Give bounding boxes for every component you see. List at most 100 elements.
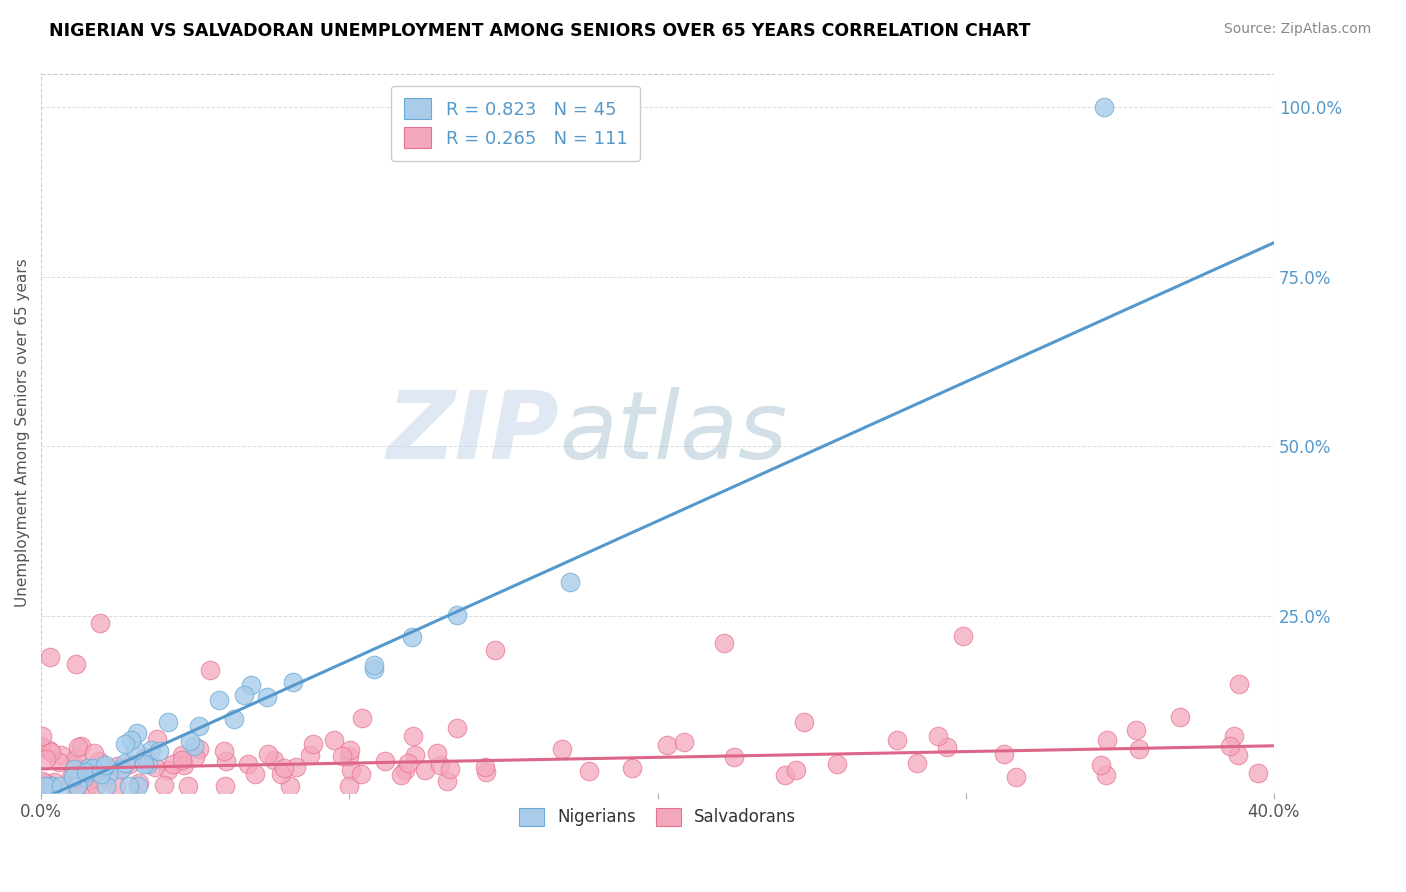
- Point: [114, 756, 136, 770]
- Point: [404, 747, 426, 762]
- Point: [1247, 765, 1270, 780]
- Point: [257, 747, 280, 761]
- Point: [1004, 770, 1026, 784]
- Point: [65, 751, 87, 765]
- Point: [39, 745, 62, 759]
- Point: [827, 756, 849, 771]
- Point: [110, 763, 132, 777]
- Point: [38, 779, 60, 793]
- Point: [41, 779, 63, 793]
- Point: [263, 753, 285, 767]
- Point: [179, 734, 201, 748]
- Point: [402, 729, 425, 743]
- Point: [1223, 729, 1246, 743]
- Point: [156, 763, 179, 777]
- Point: [245, 767, 267, 781]
- Point: [1094, 100, 1116, 114]
- Point: [63, 763, 86, 777]
- Point: [148, 744, 170, 758]
- Point: [551, 741, 574, 756]
- Point: [63, 775, 86, 789]
- Point: [90, 766, 112, 780]
- Point: [1090, 757, 1112, 772]
- Point: [446, 607, 468, 622]
- Point: [283, 675, 305, 690]
- Point: [34, 752, 56, 766]
- Point: [200, 664, 222, 678]
- Point: [66, 767, 89, 781]
- Point: [560, 575, 582, 590]
- Point: [73, 768, 96, 782]
- Point: [1128, 742, 1150, 756]
- Point: [339, 743, 361, 757]
- Point: [426, 746, 449, 760]
- Point: [785, 763, 807, 777]
- Point: [152, 778, 174, 792]
- Point: [339, 749, 361, 764]
- Point: [484, 643, 506, 657]
- Point: [273, 761, 295, 775]
- Point: [208, 692, 231, 706]
- Point: [285, 760, 308, 774]
- Point: [1168, 710, 1191, 724]
- Point: [340, 763, 363, 777]
- Point: [89, 615, 111, 630]
- Point: [82, 761, 104, 775]
- Point: [183, 739, 205, 754]
- Point: [363, 658, 385, 673]
- Point: [127, 779, 149, 793]
- Point: [162, 756, 184, 771]
- Point: [66, 779, 89, 793]
- Point: [673, 735, 696, 749]
- Point: [389, 768, 412, 782]
- Legend: Nigerians, Salvadorans: Nigerians, Salvadorans: [510, 799, 804, 835]
- Point: [413, 763, 436, 777]
- Point: [111, 761, 134, 775]
- Point: [394, 763, 416, 777]
- Point: [905, 756, 928, 770]
- Point: [233, 688, 256, 702]
- Point: [352, 711, 374, 725]
- Point: [38, 743, 60, 757]
- Point: [323, 733, 346, 747]
- Point: [42, 774, 65, 789]
- Point: [146, 731, 169, 746]
- Point: [97, 766, 120, 780]
- Point: [578, 764, 600, 778]
- Point: [120, 733, 142, 747]
- Point: [280, 779, 302, 793]
- Point: [114, 737, 136, 751]
- Point: [886, 733, 908, 747]
- Point: [374, 754, 396, 768]
- Point: [176, 779, 198, 793]
- Point: [240, 678, 263, 692]
- Point: [63, 759, 86, 773]
- Point: [1219, 739, 1241, 753]
- Point: [655, 738, 678, 752]
- Point: [474, 760, 496, 774]
- Point: [337, 779, 360, 793]
- Text: ZIP: ZIP: [387, 387, 560, 479]
- Point: [401, 630, 423, 644]
- Point: [79, 772, 101, 787]
- Point: [83, 746, 105, 760]
- Point: [132, 756, 155, 771]
- Point: [330, 749, 353, 764]
- Point: [73, 770, 96, 784]
- Point: [1095, 768, 1118, 782]
- Point: [34, 776, 56, 790]
- Point: [84, 779, 107, 793]
- Text: NIGERIAN VS SALVADORAN UNEMPLOYMENT AMONG SENIORS OVER 65 YEARS CORRELATION CHAR: NIGERIAN VS SALVADORAN UNEMPLOYMENT AMON…: [49, 22, 1031, 40]
- Point: [124, 742, 146, 756]
- Point: [38, 649, 60, 664]
- Point: [157, 714, 180, 729]
- Point: [70, 739, 93, 753]
- Point: [214, 779, 236, 793]
- Point: [446, 721, 468, 735]
- Point: [138, 756, 160, 771]
- Point: [1125, 723, 1147, 738]
- Point: [39, 779, 62, 793]
- Point: [429, 758, 451, 772]
- Point: [187, 719, 209, 733]
- Point: [935, 739, 957, 754]
